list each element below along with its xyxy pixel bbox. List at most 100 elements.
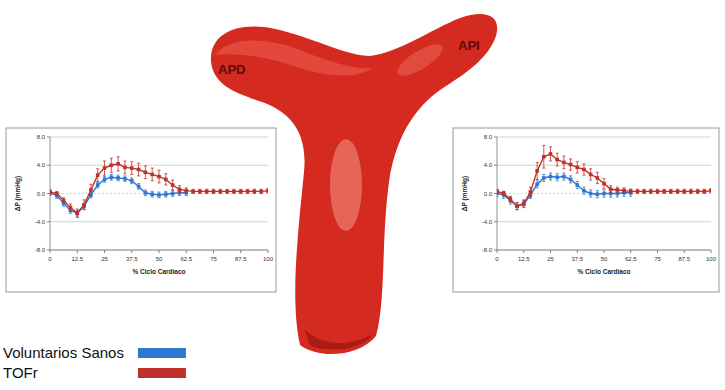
grid-line [50,250,268,251]
error-bar [123,161,126,174]
y-tick-label: 8.0 [484,134,493,140]
x-tick [604,250,605,253]
x-tick [240,250,241,253]
grid-line [497,165,711,166]
marker [582,189,586,193]
x-tick [131,250,132,253]
marker [266,189,268,193]
error-bar [205,189,208,193]
x-tick-label: 12.5 [518,256,530,262]
marker [116,162,120,166]
x-tick [523,250,524,253]
error-bar [96,169,99,182]
y-tick-label: 0.0 [37,191,46,197]
marker [157,175,161,179]
error-bar [110,174,113,180]
chart-panel: -8.0-4.00.04.08.0012.52537.55062.57587.5… [453,128,719,292]
vessel-label: APD [218,62,245,77]
error-bar [502,191,505,195]
y-tick-label: -8.0 [482,247,493,253]
marker [82,203,86,207]
error-bar [516,203,519,210]
legend: Voluntarios Sanos TOFr [3,344,186,381]
error-bar [50,190,52,196]
marker [709,189,711,193]
x-tick [104,250,105,253]
error-bar [522,201,525,208]
error-bar [516,203,519,210]
marker [555,158,559,162]
marker [529,190,533,194]
marker [629,190,633,194]
marker [582,168,586,172]
error-bar [556,174,559,181]
marker [535,183,539,187]
error-bar [649,189,652,193]
marker [542,176,546,180]
error-bar [536,162,539,179]
error-bar [609,186,612,193]
marker [69,206,73,210]
marker [535,169,539,173]
marker [259,190,263,194]
legend-label: TOFr [3,364,38,381]
marker [75,211,79,215]
marker [596,192,600,196]
marker [602,182,606,186]
marker [144,191,148,195]
y-axis [497,137,498,250]
error-bar [151,168,154,181]
x-axis [497,250,711,251]
error-bar [158,192,161,198]
error-bar [103,161,106,175]
marker [569,178,573,182]
marker [171,192,175,196]
marker [184,189,188,193]
y-tick-label: 4.0 [484,162,493,168]
marker [219,190,223,194]
x-tick-label: 25 [101,256,108,262]
x-tick [657,250,658,253]
error-bar [576,181,579,188]
error-bar [246,189,249,193]
x-tick [497,250,498,253]
x-tick-label: 0 [495,256,499,262]
error-bar [164,191,167,197]
error-bar [178,186,181,193]
marker [103,166,107,170]
error-bar [689,189,692,193]
marker [549,152,553,156]
marker [502,192,506,196]
marker [110,175,114,179]
marker [562,175,566,179]
marker [575,183,579,187]
error-bar [569,176,572,183]
x-tick-label: 87.5 [235,256,247,262]
error-bar [50,190,52,194]
y-axis-title: ΔP (mmHg) [14,176,22,211]
error-bar [696,189,699,193]
marker [96,183,100,187]
marker [703,190,707,194]
grid-line [497,250,711,251]
marker [662,190,666,194]
error-bar [192,189,195,193]
x-tick-label: 100 [706,256,717,262]
y-tick [47,221,50,222]
x-tick [159,250,160,253]
x-tick-label: 62.5 [625,256,637,262]
x-tick-label: 75 [210,256,217,262]
error-bar [110,158,113,172]
marker [137,185,141,189]
error-bar [171,180,174,190]
error-bar [130,162,133,175]
marker [636,190,640,194]
error-bar [509,197,512,204]
error-bar [137,163,140,176]
legend-label: Voluntarios Sanos [3,344,124,361]
y-tick [494,165,497,166]
error-bar [151,191,154,197]
marker [55,192,59,196]
error-bar [629,189,632,193]
error-bar [603,179,606,189]
